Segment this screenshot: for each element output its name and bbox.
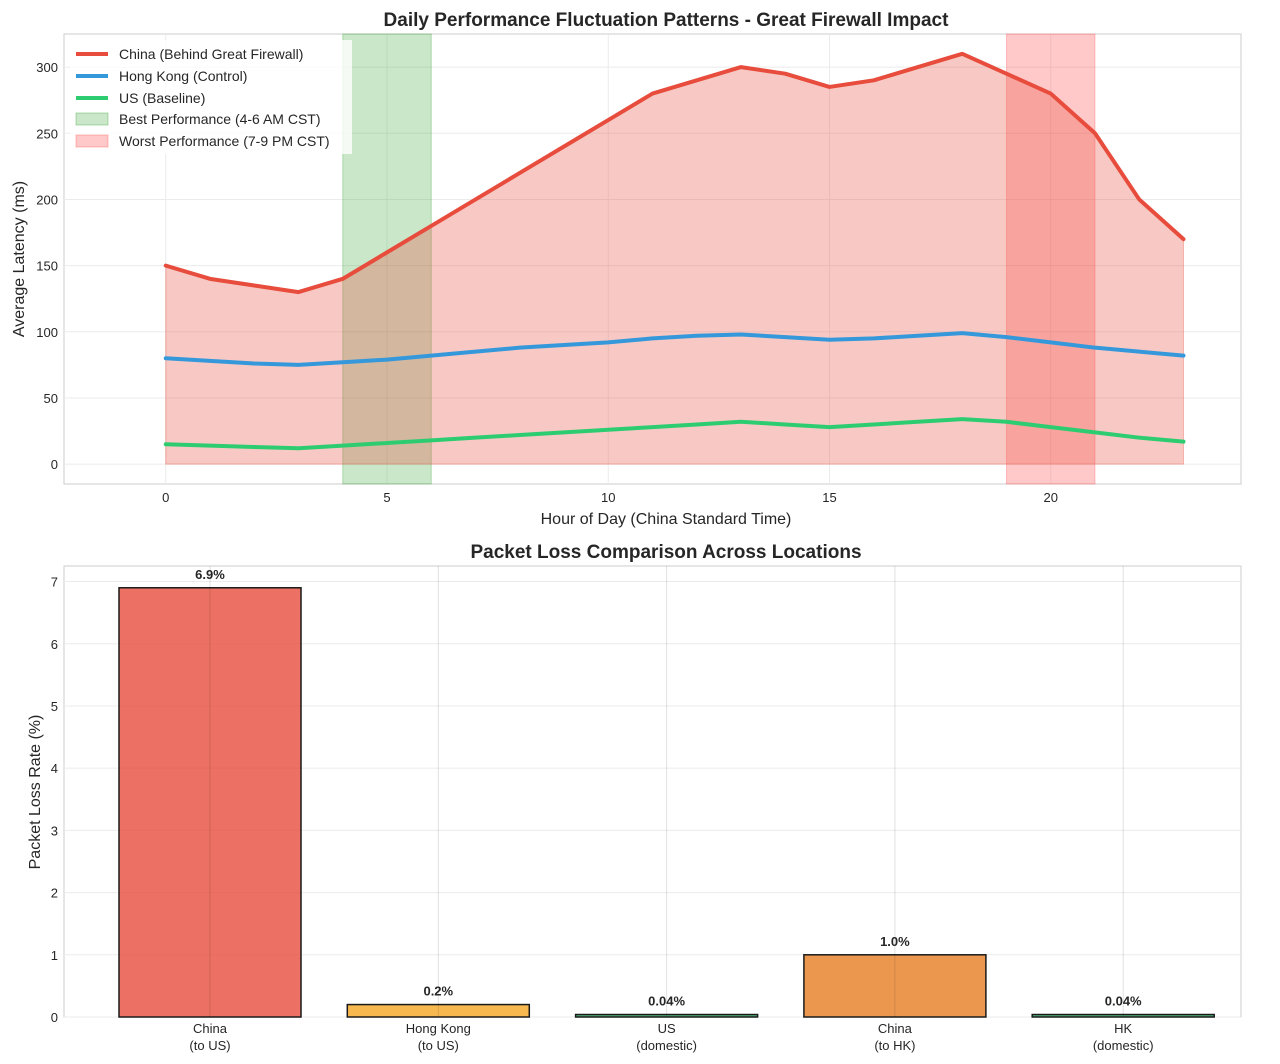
latency-x-ticks: 0 5 10 15 20 bbox=[162, 490, 1058, 505]
latency-x-tick-label: 10 bbox=[601, 490, 615, 505]
latency-chart-title: Daily Performance Fluctuation Patterns -… bbox=[384, 10, 950, 31]
packet-loss-category-label: (domestic) bbox=[1093, 1038, 1154, 1053]
china-latency-line bbox=[163, 51, 1186, 295]
worst-performance-span bbox=[1005, 33, 1096, 485]
packet-loss-bar bbox=[118, 587, 302, 1018]
packet-loss-category-label: (domestic) bbox=[636, 1038, 697, 1053]
latency-y-ticks: 0 50 100 150 200 250 300 bbox=[36, 60, 58, 472]
packet-loss-value-labels: 6.9% 0.2% 0.04% 1.0% 0.04% bbox=[195, 567, 1142, 1009]
legend-label-us: US (Baseline) bbox=[119, 90, 205, 106]
packet-loss-y-axis-label: Packet Loss Rate (%) bbox=[27, 715, 44, 870]
legend-label-best-performance: Best Performance (4-6 AM CST) bbox=[119, 111, 321, 127]
packet-loss-y-ticks: 0 1 2 3 4 5 6 7 bbox=[51, 575, 58, 1025]
latency-chart: Daily Performance Fluctuation Patterns -… bbox=[11, 10, 1242, 528]
packet-loss-y-tick-label: 4 bbox=[51, 761, 58, 776]
packet-loss-bars bbox=[118, 587, 1215, 1018]
legend-swatch-best-performance bbox=[75, 112, 109, 126]
legend-swatch-worst-performance bbox=[75, 134, 109, 148]
latency-highlight-spans bbox=[342, 33, 1096, 485]
packet-loss-chart: Packet Loss Comparison Across Locations … bbox=[27, 542, 1242, 1053]
packet-loss-y-tick-label: 5 bbox=[51, 699, 58, 714]
packet-loss-x-ticks: China (to US) Hong Kong (to US) US (domestic)… bbox=[189, 1021, 1153, 1053]
packet-loss-value-label: 6.9% bbox=[195, 567, 225, 582]
packet-loss-vertical-grid bbox=[209, 566, 1124, 1017]
packet-loss-category-label: China bbox=[878, 1021, 913, 1036]
legend-box bbox=[70, 40, 352, 154]
latency-x-tick-label: 15 bbox=[822, 490, 836, 505]
latency-x-tick-label: 0 bbox=[162, 490, 169, 505]
latency-legend: China (Behind Great Firewall) Hong Kong … bbox=[70, 40, 352, 154]
packet-loss-bar bbox=[803, 954, 987, 1018]
latency-y-tick-label: 0 bbox=[51, 457, 58, 472]
packet-loss-bar bbox=[1031, 1013, 1215, 1018]
legend-label-worst-performance: Worst Performance (7-9 PM CST) bbox=[119, 133, 330, 149]
hong-kong-latency-line bbox=[163, 331, 1186, 367]
legend-label-china: China (Behind Great Firewall) bbox=[119, 46, 303, 62]
latency-y-tick-label: 50 bbox=[44, 391, 58, 406]
packet-loss-bar bbox=[346, 1003, 531, 1018]
packet-loss-category-label: (to US) bbox=[189, 1038, 230, 1053]
latency-y-tick-label: 150 bbox=[36, 259, 58, 274]
best-performance-span bbox=[342, 33, 432, 485]
latency-y-tick-label: 100 bbox=[36, 325, 58, 340]
packet-loss-chart-title: Packet Loss Comparison Across Locations bbox=[470, 542, 861, 563]
packet-loss-value-label: 0.04% bbox=[1105, 994, 1142, 1009]
packet-loss-category-label: (to HK) bbox=[874, 1038, 915, 1053]
latency-x-tick-label: 20 bbox=[1043, 490, 1057, 505]
latency-y-tick-label: 250 bbox=[36, 126, 58, 141]
packet-loss-bar bbox=[574, 1013, 759, 1018]
packet-loss-category-label: Hong Kong bbox=[406, 1021, 471, 1036]
packet-loss-y-tick-label: 3 bbox=[51, 823, 58, 838]
packet-loss-y-tick-label: 7 bbox=[51, 575, 58, 590]
packet-loss-value-label: 0.2% bbox=[423, 984, 453, 999]
latency-y-axis-label: Average Latency (ms) bbox=[11, 181, 28, 337]
latency-x-axis-label: Hour of Day (China Standard Time) bbox=[541, 511, 792, 528]
latency-series-lines bbox=[163, 51, 1186, 451]
packet-loss-category-label: (to US) bbox=[418, 1038, 459, 1053]
packet-loss-value-label: 1.0% bbox=[880, 934, 910, 949]
packet-loss-value-label: 0.04% bbox=[648, 994, 685, 1009]
legend-label-hong-kong: Hong Kong (Control) bbox=[119, 68, 247, 84]
latency-y-tick-label: 200 bbox=[36, 192, 58, 207]
us-latency-line bbox=[163, 417, 1186, 451]
packet-loss-y-tick-label: 1 bbox=[51, 948, 58, 963]
packet-loss-category-label: China bbox=[193, 1021, 228, 1036]
packet-loss-category-label: HK bbox=[1114, 1021, 1132, 1036]
latency-grid bbox=[64, 34, 1241, 484]
packet-loss-y-tick-label: 0 bbox=[51, 1010, 58, 1025]
packet-loss-y-tick-label: 6 bbox=[51, 637, 58, 652]
latency-x-tick-label: 5 bbox=[383, 490, 390, 505]
packet-loss-category-label: US bbox=[658, 1021, 676, 1036]
latency-y-tick-label: 300 bbox=[36, 60, 58, 75]
packet-loss-y-tick-label: 2 bbox=[51, 886, 58, 901]
